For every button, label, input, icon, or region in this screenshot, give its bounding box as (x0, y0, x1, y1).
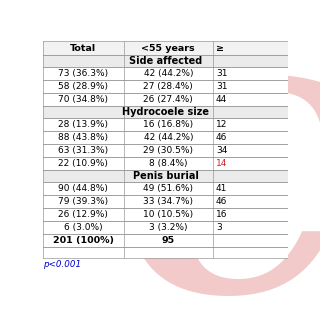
Text: 31: 31 (216, 69, 228, 78)
Text: 49 (51.6%): 49 (51.6%) (143, 184, 193, 193)
Text: 88 (43.8%): 88 (43.8%) (59, 133, 108, 142)
Bar (43, 195, 288, 208)
Text: 44: 44 (216, 95, 227, 104)
Text: <55 years: <55 years (141, 44, 195, 53)
Bar (43, 234, 288, 247)
Text: 26 (27.4%): 26 (27.4%) (143, 95, 193, 104)
Text: 29 (30.5%): 29 (30.5%) (143, 146, 193, 155)
Text: 79 (39.3%): 79 (39.3%) (58, 197, 108, 206)
Text: 34: 34 (216, 146, 227, 155)
Text: 12: 12 (216, 120, 227, 129)
Bar (43, 247, 288, 258)
Bar (43, 42, 288, 55)
Text: 22 (10.9%): 22 (10.9%) (59, 159, 108, 168)
Text: 42 (44.2%): 42 (44.2%) (143, 69, 193, 78)
Text: 6 (3.0%): 6 (3.0%) (64, 223, 103, 232)
Bar (43, 131, 288, 144)
Bar (43, 170, 288, 182)
Text: 26 (12.9%): 26 (12.9%) (59, 210, 108, 219)
Text: 16 (16.8%): 16 (16.8%) (143, 120, 193, 129)
Bar (43, 93, 288, 106)
Text: Total: Total (70, 44, 96, 53)
Text: 95: 95 (162, 236, 175, 245)
Text: 33 (34.7%): 33 (34.7%) (143, 197, 193, 206)
Text: Hydrocoele size: Hydrocoele size (122, 107, 209, 117)
Text: Penis burial: Penis burial (132, 171, 198, 181)
Text: 58 (28.9%): 58 (28.9%) (59, 82, 108, 91)
Bar (43, 118, 288, 131)
Text: C: C (122, 70, 320, 320)
Text: 14: 14 (216, 159, 227, 168)
Text: 70 (34.8%): 70 (34.8%) (59, 95, 108, 104)
Text: 31: 31 (216, 82, 228, 91)
Text: 8 (8.4%): 8 (8.4%) (149, 159, 188, 168)
Bar (43, 67, 288, 80)
Text: 63 (31.3%): 63 (31.3%) (58, 146, 108, 155)
Text: 3: 3 (216, 223, 222, 232)
Text: 46: 46 (216, 133, 227, 142)
Text: 41: 41 (216, 184, 227, 193)
Text: 90 (44.8%): 90 (44.8%) (59, 184, 108, 193)
Text: 10 (10.5%): 10 (10.5%) (143, 210, 193, 219)
Bar (43, 106, 288, 118)
Bar (43, 221, 288, 234)
Text: ≥: ≥ (216, 44, 224, 53)
Bar (43, 208, 288, 221)
Text: 73 (36.3%): 73 (36.3%) (58, 69, 108, 78)
Bar (43, 144, 288, 157)
Bar (43, 55, 288, 67)
Bar (43, 157, 288, 170)
Text: Side affected: Side affected (129, 56, 202, 66)
Text: 16: 16 (216, 210, 228, 219)
Text: 27 (28.4%): 27 (28.4%) (143, 82, 193, 91)
Text: 42 (44.2%): 42 (44.2%) (143, 133, 193, 142)
Text: 201 (100%): 201 (100%) (53, 236, 114, 245)
Text: p<0.001: p<0.001 (43, 260, 81, 268)
Bar (43, 80, 288, 93)
Text: 28 (13.9%): 28 (13.9%) (59, 120, 108, 129)
Text: 46: 46 (216, 197, 227, 206)
Text: 3 (3.2%): 3 (3.2%) (149, 223, 188, 232)
Bar (43, 182, 288, 195)
